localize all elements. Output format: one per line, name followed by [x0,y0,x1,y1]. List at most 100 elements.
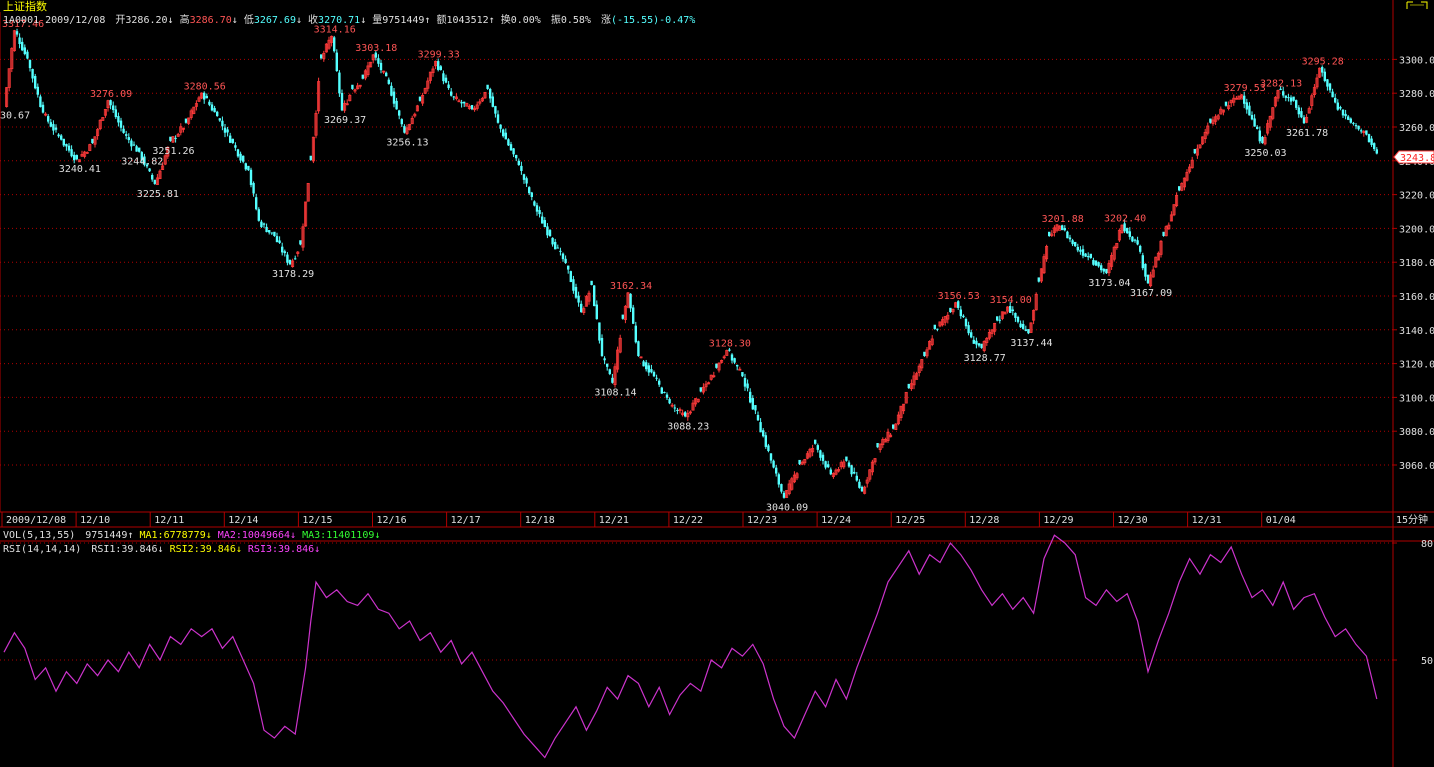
candle-body-down [387,79,390,84]
date-tick-label: 12/22 [673,515,703,526]
price-tick-label: 3220.00 [1399,191,1434,202]
candle-body-up [1115,242,1119,248]
price-tick-label: 3260.00 [1399,123,1434,134]
candle-body-up [475,104,479,109]
candle-body-up [623,306,627,320]
arrow-up-icon: ↑ [424,15,430,26]
candle-body-down [1209,118,1212,123]
candle-body-up [1169,214,1173,222]
candle-body-down [780,484,783,492]
candle-body-up [1110,255,1114,267]
candle-body-down [1092,259,1095,265]
high-price-label: 3279.53 [1224,83,1266,94]
candle-body-up [465,102,469,107]
candle-body-down [257,209,260,221]
candle-body-down [52,124,55,131]
candle-body-up [954,302,958,308]
candle-body-down [541,216,544,224]
candle-body-up [720,360,724,363]
candle-body-down [972,339,975,344]
candle-body-down [1139,245,1142,252]
candle-body-up [982,341,986,351]
candle-body-up [171,136,175,143]
candle-body-down [288,259,292,265]
candle-body-up [480,98,484,102]
period-label[interactable]: 15分钟 [1396,513,1428,526]
candle-body-down [957,301,960,308]
candle-body-up [356,85,360,90]
candle-body-up [1058,225,1062,231]
candle-body-down [876,443,879,448]
candle-body-down [593,285,596,307]
candle-body-down [699,387,702,392]
candle-body-down [746,383,749,389]
rsi3-value: RSI3:39.846 [248,544,314,555]
candle-body-down [203,92,206,100]
low-label: 低 [244,13,254,26]
candle-body-down [390,85,393,96]
price-tick-label: 3300.00 [1399,55,1434,66]
candle-body-down [1341,109,1345,116]
candle-body-up [704,383,708,388]
candle-body-down [335,52,338,71]
candle-body-down [442,73,445,82]
price-candles [5,28,1378,499]
candle-body-down [1367,134,1371,142]
candle-body-up [179,126,183,133]
candle-body-up [77,159,81,163]
candle-body-down [460,101,463,104]
candle-body-down [658,380,661,385]
candle-body-down [533,201,536,206]
candle-body-down [528,187,531,194]
candle-body-down [621,314,624,319]
candle-body-down [1123,223,1126,232]
arrow-down-icon: ↓ [158,544,164,555]
candle-body-down [645,362,648,370]
candle-body-up [415,105,419,112]
candle-body-down [1360,130,1363,132]
candle-body-up [296,251,300,254]
candle-body-up [96,129,100,137]
candle-body-down [556,247,559,249]
low-value: 3267.69 [254,15,296,26]
candle-body-down [275,236,279,243]
candle-body-down [491,96,494,107]
candle-body-down [15,31,19,35]
candle-body-up [803,459,807,464]
index-title: 上证指数 [3,0,47,13]
candle-body-up [1232,97,1236,103]
candle-body-down [148,168,151,172]
candle-body-down [821,454,825,461]
candle-body-down [769,453,773,461]
candle-body-down [270,232,273,234]
candle-body-up [894,423,898,431]
candle-body-down [665,394,669,398]
rsi1-value: RSI1:39.846 [91,544,157,555]
candle-body-up [1149,274,1153,287]
candle-body-up [423,88,427,94]
candle-body-up [626,292,630,308]
corner-bracket-icon [1406,1,1428,9]
candle-body-up [790,478,794,490]
high-price-label: 3317.46 [2,19,44,30]
candle-body-up [181,127,185,130]
arrow-down-icon: ↓ [206,530,212,541]
extreme-price-labels: 3317.46 3276.09 3280.56 3314.16 3303.18 3299.… [0,19,1344,514]
candle-body-up [686,413,690,418]
candle-body-down [294,258,297,260]
candle-body-down [1250,114,1254,120]
open-label: 开 [115,15,125,26]
candle-body-up [103,108,107,116]
candle-body-up [98,119,102,130]
candle-body-down [1321,67,1324,73]
rsi2-value: RSI2:39.846 [170,544,236,555]
candle-body-down [320,54,323,59]
candle-body-down [520,165,523,171]
candle-body-down [1370,138,1373,145]
candle-body-down [980,343,983,348]
candle-body-down [959,309,962,317]
candle-body-down [418,96,422,101]
candle-body-down [262,223,266,225]
candle-body-down [650,369,653,373]
candle-body-up [1159,240,1163,255]
